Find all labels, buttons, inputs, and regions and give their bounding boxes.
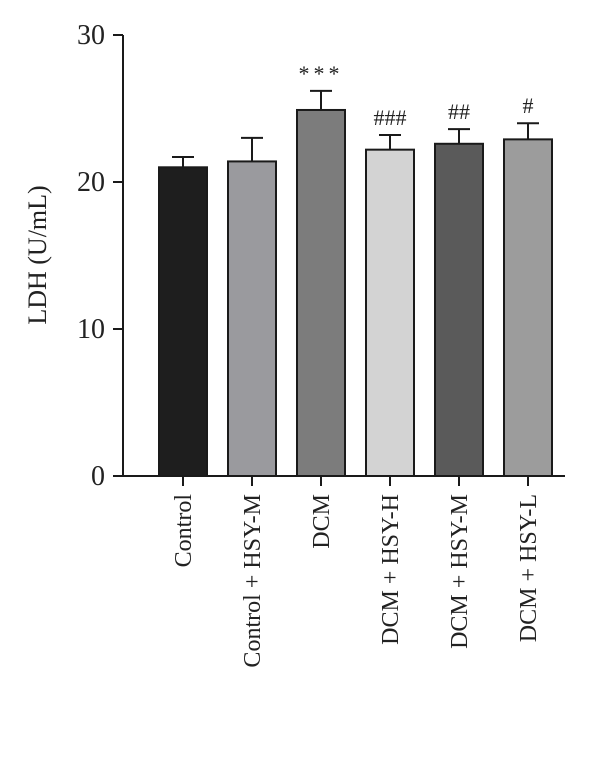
significance-label-4: ## (448, 99, 470, 124)
x-category-label-3: DCM + HSY-H (378, 494, 404, 645)
y-axis: 0 10 20 30 (77, 20, 124, 492)
bar-5 (503, 138, 553, 477)
x-category-label-1: Control + HSY-M (240, 494, 266, 668)
bar-0 (158, 166, 208, 478)
bar-2 (296, 108, 346, 477)
x-category-label-5: DCM + HSY-L (516, 494, 542, 642)
bar-3 (365, 148, 415, 477)
bar-1 (227, 160, 277, 477)
y-tick-label: 30 (77, 20, 105, 51)
y-tick-label: 0 (91, 461, 105, 492)
y-tick-label: 10 (77, 314, 105, 345)
y-tick-label: 20 (77, 167, 105, 198)
y-axis-title: LDH (U/mL) (23, 185, 52, 324)
bar-4 (434, 142, 484, 477)
x-category-label-4: DCM + HSY-M (447, 494, 473, 649)
x-category-label-0: Control (171, 494, 197, 568)
x-axis: Control Control + HSY-M DCM DCM + HSY-H DCM … (123, 475, 565, 668)
significance-label-3: ### (374, 105, 407, 130)
bars: ***### ## # (158, 61, 553, 478)
significance-label-2: *** (299, 61, 344, 86)
x-category-label-2: DCM (309, 494, 335, 549)
significance-label-5: # (523, 93, 534, 118)
